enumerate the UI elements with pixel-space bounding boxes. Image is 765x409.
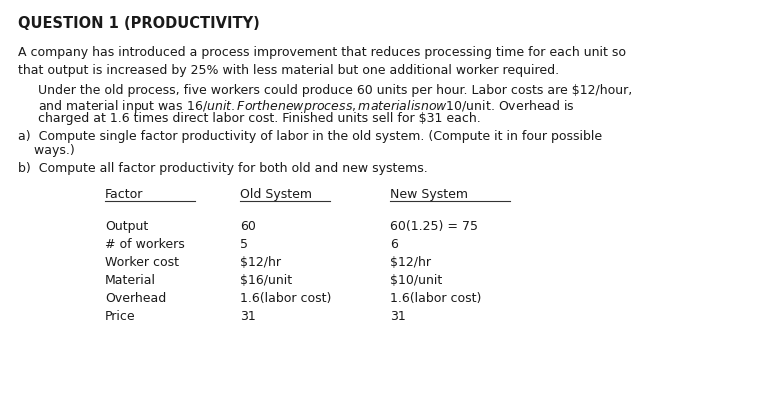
Text: Worker cost: Worker cost [105,256,179,269]
Text: b)  Compute all factor productivity for both old and new systems.: b) Compute all factor productivity for b… [18,162,428,175]
Text: a)  Compute single factor productivity of labor in the old system. (Compute it i: a) Compute single factor productivity of… [18,130,602,143]
Text: 6: 6 [390,238,398,251]
Text: 60(1.25) = 75: 60(1.25) = 75 [390,220,478,233]
Text: 5: 5 [240,238,248,251]
Text: Price: Price [105,310,135,323]
Text: 31: 31 [240,310,256,323]
Text: Old System: Old System [240,188,312,201]
Text: charged at 1.6 times direct labor cost. Finished units sell for $31 each.: charged at 1.6 times direct labor cost. … [38,112,480,125]
Text: 31: 31 [390,310,405,323]
Text: 1.6(labor cost): 1.6(labor cost) [240,292,331,305]
Text: $16/unit: $16/unit [240,274,292,287]
Text: Output: Output [105,220,148,233]
Text: New System: New System [390,188,468,201]
Text: Under the old process, five workers could produce 60 units per hour. Labor costs: Under the old process, five workers coul… [38,84,632,97]
Text: and material input was $16/unit. For the new process, material is now $10/unit. : and material input was $16/unit. For the… [38,98,575,115]
Text: Material: Material [105,274,156,287]
Text: $12/hr: $12/hr [240,256,281,269]
Text: # of workers: # of workers [105,238,185,251]
Text: A company has introduced a process improvement that reduces processing time for : A company has introduced a process impro… [18,46,626,77]
Text: $12/hr: $12/hr [390,256,431,269]
Text: ways.): ways.) [18,144,75,157]
Text: Overhead: Overhead [105,292,166,305]
Text: 1.6(labor cost): 1.6(labor cost) [390,292,481,305]
Text: Factor: Factor [105,188,143,201]
Text: QUESTION 1 (PRODUCTIVITY): QUESTION 1 (PRODUCTIVITY) [18,16,260,31]
Text: 60: 60 [240,220,256,233]
Text: $10/unit: $10/unit [390,274,442,287]
